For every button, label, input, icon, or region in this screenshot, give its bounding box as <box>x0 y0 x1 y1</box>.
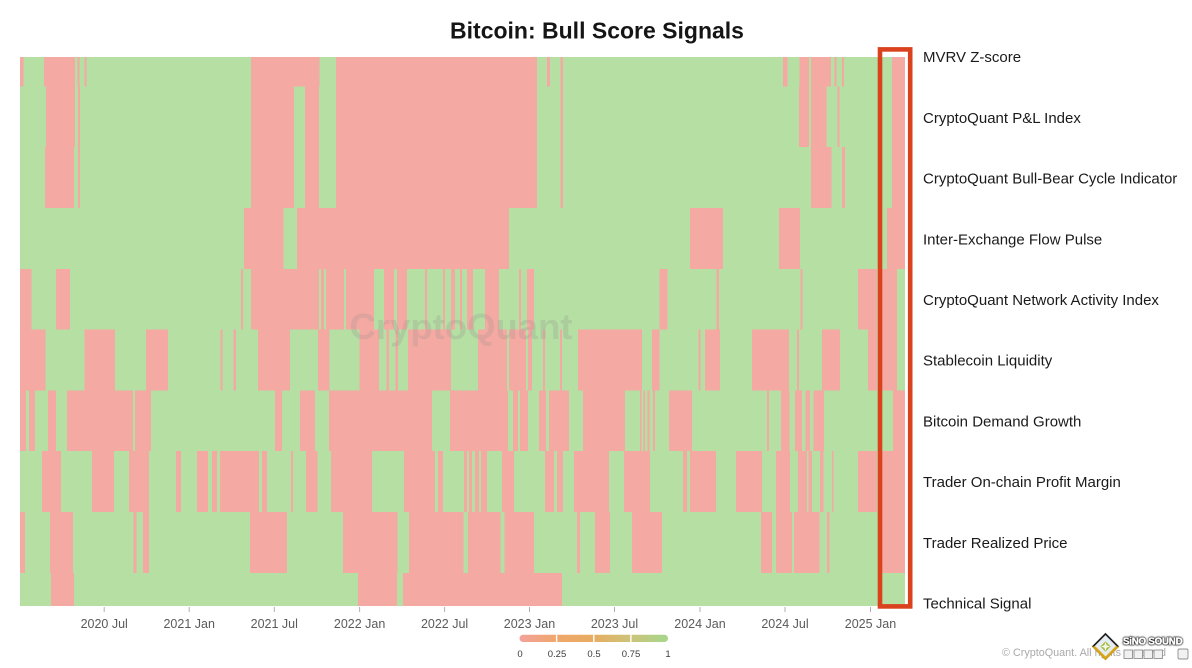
svg-text:0.5: 0.5 <box>587 649 600 660</box>
svg-text:0: 0 <box>517 649 522 660</box>
svg-text:1: 1 <box>665 649 670 660</box>
svg-text:CryptoQuant: CryptoQuant <box>349 306 572 347</box>
svg-text:0.75: 0.75 <box>622 649 641 660</box>
svg-text:2022 Jul: 2022 Jul <box>421 617 468 631</box>
svg-text:SiNO SOUND: SiNO SOUND <box>1123 637 1183 648</box>
svg-text:Inter-Exchange Flow Pulse: Inter-Exchange Flow Pulse <box>923 231 1102 248</box>
svg-text:MVRV Z-score: MVRV Z-score <box>923 49 1021 66</box>
svg-text:2020 Jul: 2020 Jul <box>81 617 128 631</box>
svg-text:2023 Jul: 2023 Jul <box>591 617 638 631</box>
svg-text:2024 Jan: 2024 Jan <box>674 617 725 631</box>
svg-text:2022 Jan: 2022 Jan <box>334 617 385 631</box>
svg-text:0.25: 0.25 <box>548 649 567 660</box>
svg-text:SiNO SOUND: SiNO SOUND <box>1123 637 1183 648</box>
svg-text:2021 Jan: 2021 Jan <box>163 617 214 631</box>
svg-text:Trader On-chain Profit Margin: Trader On-chain Profit Margin <box>923 474 1121 491</box>
svg-text:Bitcoin Demand Growth: Bitcoin Demand Growth <box>923 413 1081 430</box>
svg-text:Stablecoin Liquidity: Stablecoin Liquidity <box>923 353 1053 370</box>
svg-text:2021 Jul: 2021 Jul <box>251 617 298 631</box>
svg-text:2024 Jul: 2024 Jul <box>761 617 808 631</box>
svg-text:CryptoQuant Network Activity I: CryptoQuant Network Activity Index <box>923 292 1159 309</box>
svg-text:2023 Jan: 2023 Jan <box>504 617 555 631</box>
svg-text:CryptoQuant Bull-Bear Cycle In: CryptoQuant Bull-Bear Cycle Indicator <box>923 171 1177 188</box>
svg-text:CryptoQuant P&L Index: CryptoQuant P&L Index <box>923 110 1081 127</box>
svg-text:Trader Realized Price: Trader Realized Price <box>923 535 1068 552</box>
svg-text:2025 Jan: 2025 Jan <box>845 617 896 631</box>
svg-text:Technical Signal: Technical Signal <box>923 596 1031 613</box>
svg-text:Bitcoin: Bull Score Signals: Bitcoin: Bull Score Signals <box>450 18 744 44</box>
